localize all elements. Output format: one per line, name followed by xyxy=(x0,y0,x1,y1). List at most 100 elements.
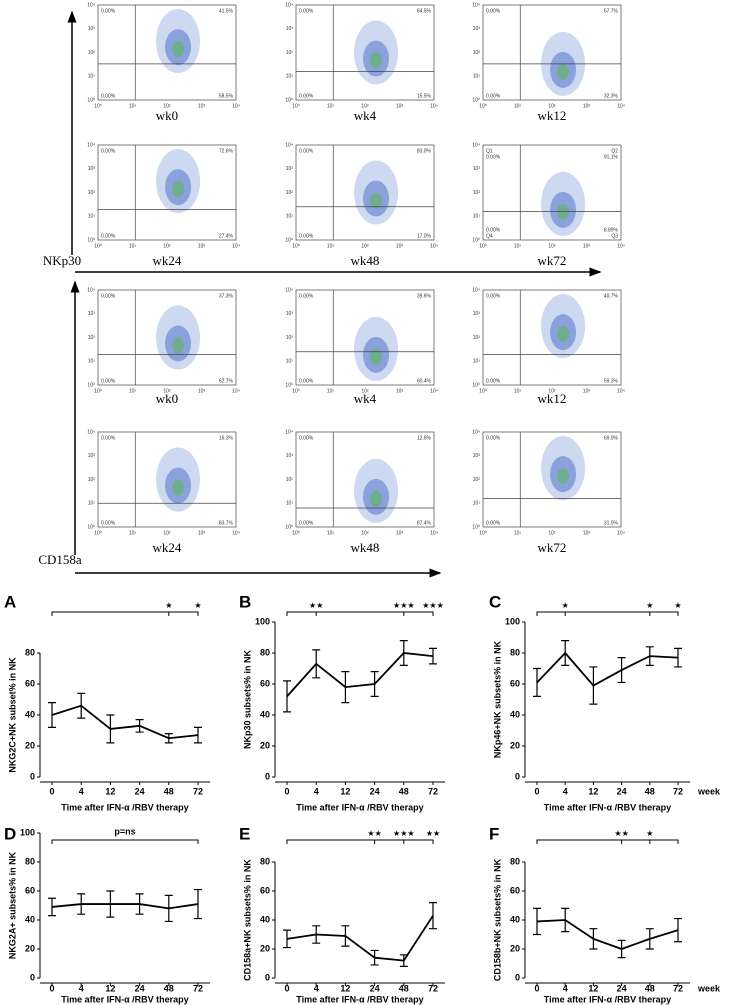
quadrant-percent: 0.00% xyxy=(299,435,314,441)
x-tick-label: 72 xyxy=(428,786,438,796)
y-axis-title: NKp46+NK subsets% in NK xyxy=(492,640,502,758)
quadrant-name: Q4 xyxy=(486,233,493,239)
x-tick-label: 72 xyxy=(193,786,203,796)
x-tick-label: 10³ xyxy=(198,243,206,249)
y-tick-label: 0 xyxy=(515,771,520,781)
significance-stars: ★★★ xyxy=(393,601,415,610)
y-tick-label: 80 xyxy=(510,647,520,657)
quadrant-percent: 15.5% xyxy=(417,93,432,99)
plot-frame xyxy=(482,431,622,528)
y-tick-label: 40 xyxy=(25,914,35,924)
y-tick-label: 10³ xyxy=(88,311,96,317)
x-tick-label: 48 xyxy=(399,983,409,993)
x-tick-label: 12 xyxy=(105,786,115,796)
timepoint-label: wk0 xyxy=(156,108,178,123)
x-tick-label: 10³ xyxy=(198,103,206,109)
plot-frame xyxy=(97,4,237,101)
x-tick-label: 10⁰ xyxy=(292,388,300,394)
quadrant-percent: 0.00% xyxy=(299,148,314,154)
y-tick-label: 10⁴ xyxy=(87,142,95,148)
cell-cluster xyxy=(172,479,185,496)
quadrant-percent: 0.00% xyxy=(101,520,116,526)
y-tick-label: 0 xyxy=(265,972,270,982)
timepoint-label: wk0 xyxy=(156,391,178,406)
quadrant-percent: 37.3% xyxy=(219,293,234,299)
x-tick-label: 10³ xyxy=(583,103,591,109)
x-tick-label: 0 xyxy=(284,983,289,993)
significance-stars: ★ xyxy=(646,601,653,610)
quadrant-percent: 0.00% xyxy=(486,8,501,14)
y-tick-label: 10¹ xyxy=(473,359,481,365)
y-tick-label: 10³ xyxy=(88,453,96,459)
x-tick-label: 4 xyxy=(79,786,84,796)
x-tick-label: 24 xyxy=(135,983,145,993)
x-tick-label: 10¹ xyxy=(129,530,137,536)
y-tick-label: 10⁰ xyxy=(285,237,293,243)
x-tick-label: 10² xyxy=(361,243,369,249)
y-tick-label: 10⁴ xyxy=(472,287,480,293)
quadrant-percent: 0.00% xyxy=(486,154,501,160)
y-tick-label: 10³ xyxy=(286,166,294,172)
y-tick-label: 10⁰ xyxy=(87,524,95,530)
y-tick-label: 10⁰ xyxy=(87,237,95,243)
x-tick-label: 10⁴ xyxy=(232,243,240,249)
x-tick-label: 48 xyxy=(399,786,409,796)
y-tick-label: 80 xyxy=(260,856,270,866)
x-axis-title: Time after IFN-α /RBV therapy xyxy=(544,994,671,1004)
x-tick-label: 12 xyxy=(588,786,598,796)
quadrant-percent: 41.5% xyxy=(219,8,234,14)
quadrant-percent: 12.6% xyxy=(417,435,432,441)
y-axis-title: CD158b+NK subsets% in NK xyxy=(492,858,502,981)
quadrant-percent: 32.3% xyxy=(604,93,619,99)
quadrant-percent: 0.00% xyxy=(101,148,116,154)
y-tick-label: 60 xyxy=(25,678,35,688)
significance-bracket xyxy=(286,611,434,616)
x-tick-label: 10² xyxy=(361,530,369,536)
timepoint-label: wk12 xyxy=(538,108,567,123)
timepoint-label: wk12 xyxy=(538,391,567,406)
quadrant-percent: 69.0% xyxy=(604,435,619,441)
quadrant-percent: 0.00% xyxy=(299,293,314,299)
y-tick-label: 10² xyxy=(473,50,481,56)
significance-stars: ★★ xyxy=(309,601,323,610)
y-tick-label: 10⁰ xyxy=(285,382,293,388)
timepoint-label: wk4 xyxy=(354,391,377,406)
x-tick-label: 10¹ xyxy=(327,103,335,109)
y-tick-label: 10³ xyxy=(473,26,481,32)
y-tick-label: 20 xyxy=(510,740,520,750)
y-tick-label: 10³ xyxy=(88,26,96,32)
timepoint-label: wk24 xyxy=(153,540,182,555)
y-tick-label: 0 xyxy=(30,771,35,781)
cell-cluster xyxy=(557,203,570,220)
y-tick-label: 10⁰ xyxy=(87,97,95,103)
x-unit: week xyxy=(697,786,721,796)
y-tick-label: 10⁴ xyxy=(472,2,480,8)
panel-letter: A xyxy=(4,592,16,611)
significance-stars: ★★★ xyxy=(393,829,415,838)
x-tick-label: 10⁴ xyxy=(617,243,625,249)
quadrant-percent: 0.00% xyxy=(299,233,314,239)
x-tick-label: 10⁴ xyxy=(430,530,438,536)
y-tick-label: 60 xyxy=(25,885,35,895)
y-tick-label: 10² xyxy=(286,335,294,341)
quadrant-percent: 58.5% xyxy=(219,93,234,99)
y-tick-label: 10⁴ xyxy=(87,287,95,293)
x-tick-label: 72 xyxy=(193,983,203,993)
y-tick-label: 10⁰ xyxy=(472,97,480,103)
y-tick-label: 10³ xyxy=(473,166,481,172)
y-tick-label: 10⁰ xyxy=(472,382,480,388)
quadrant-percent: 0.00% xyxy=(486,93,501,99)
y-tick-label: 60 xyxy=(260,885,270,895)
y-tick-label: 20 xyxy=(260,943,270,953)
series-line xyxy=(286,652,434,698)
quadrant-name: Q2 xyxy=(611,148,618,154)
x-tick-label: 12 xyxy=(340,983,350,993)
x-tick-label: 10³ xyxy=(396,103,404,109)
y-tick-label: 10³ xyxy=(473,453,481,459)
significance-bracket xyxy=(286,839,434,844)
y-tick-label: 10² xyxy=(88,190,96,196)
plot-frame xyxy=(295,4,435,101)
y-tick-label: 10³ xyxy=(88,166,96,172)
y-tick-label: 10² xyxy=(286,50,294,56)
